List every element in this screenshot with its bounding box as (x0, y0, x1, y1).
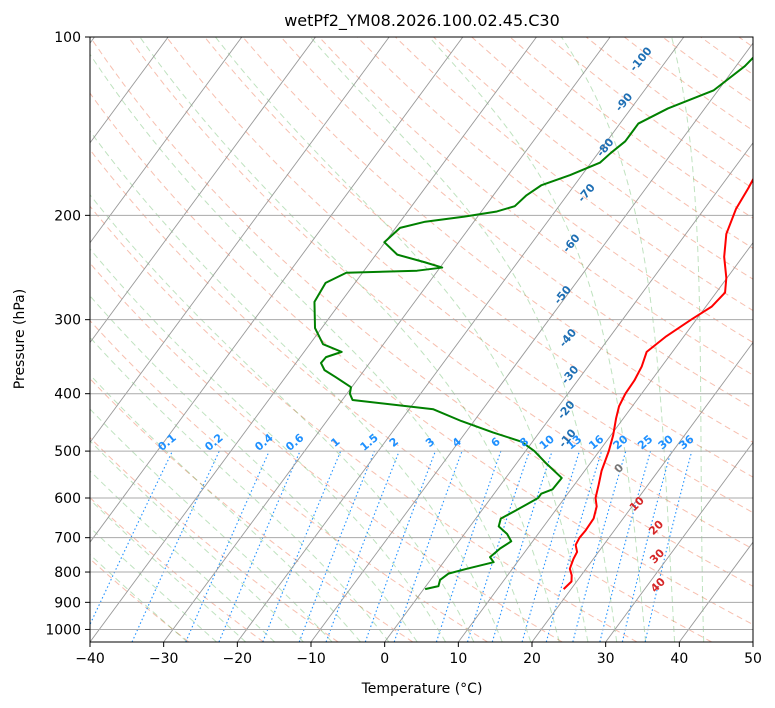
isotherm (384, 142, 753, 642)
y-tick-label: 600 (54, 491, 81, 507)
gridlines (90, 37, 753, 642)
mixing-ratio-line (491, 450, 553, 642)
mixing-ratio-line (325, 450, 400, 642)
mixing-ratio-line (185, 450, 270, 642)
dry-adiabat (356, 37, 753, 344)
moist-adiabat (561, 37, 676, 642)
isotherm (90, 37, 464, 543)
dewpoint-line (313, 56, 753, 591)
mixing-ratio-line (545, 450, 603, 642)
y-tick-label: 200 (54, 208, 81, 224)
mixing-ratio-line (218, 450, 301, 642)
isotherm (457, 241, 753, 642)
moist-adiabat (90, 130, 503, 642)
isotherm (605, 441, 753, 642)
y-tick-label: 500 (54, 444, 81, 460)
dry-adiabat (166, 37, 753, 514)
isotherm (310, 42, 753, 642)
mixing-ratio-line (435, 450, 502, 642)
mixing-ratio-line (298, 450, 375, 642)
dry-adiabat (280, 37, 753, 409)
y-tick-label: 700 (54, 531, 81, 547)
plot-frame (89, 36, 754, 643)
isotherm (531, 341, 753, 642)
dry-adiabat (90, 205, 638, 642)
y-tick-label: 1000 (45, 622, 81, 638)
chart-title: wetPf2_YM08.2026.100.02.45.C30 (284, 11, 560, 31)
sounding-series (313, 56, 753, 591)
x-tick-label: 20 (523, 651, 541, 667)
dry-adiabat (90, 378, 414, 642)
mixing-ratio-line (364, 450, 436, 642)
moist-adiabat (671, 37, 705, 642)
isotherm (90, 37, 537, 642)
dry-adiabat (90, 92, 753, 626)
x-tick-label: 0 (380, 651, 389, 667)
x-tick-label: 40 (670, 651, 688, 667)
moist-adiabat (215, 37, 589, 642)
moist-adiabat (90, 408, 333, 642)
mixing-ratio-line (521, 450, 580, 642)
mixing-ratio-line (466, 450, 530, 642)
x-tick-label: −30 (149, 651, 179, 667)
moist-adiabat (309, 37, 618, 642)
isotherm (163, 37, 611, 642)
x-tick-label: 30 (597, 651, 615, 667)
mixing-ratio-line (599, 450, 652, 642)
y-tick-label: 100 (54, 30, 81, 46)
mixing-ratio-line (572, 450, 627, 642)
moist-adiabat (90, 498, 247, 642)
mixing-ratio-line (621, 450, 672, 642)
y-tick-label: 900 (54, 595, 81, 611)
x-tick-label: −40 (75, 651, 105, 667)
isotherm (90, 37, 169, 144)
moist-adiabat (90, 470, 275, 642)
x-tick-label: 10 (449, 651, 467, 667)
moist-adiabat (90, 440, 304, 642)
moist-adiabat (90, 295, 418, 642)
isotherm (236, 37, 685, 642)
moist-adiabat (428, 37, 647, 642)
moist-adiabat (90, 553, 188, 642)
dry-adiabat (90, 262, 563, 642)
x-tick-label: 50 (744, 651, 762, 667)
isotherm (90, 37, 316, 344)
isotherm (90, 37, 390, 444)
dry-adiabat (318, 37, 753, 376)
x-tick-label: −20 (223, 651, 253, 667)
y-tick-label: 800 (54, 565, 81, 581)
dry-adiabat (90, 148, 712, 642)
moist-adiabat (90, 526, 217, 642)
moist-adiabat (90, 336, 390, 642)
y-tick-label: 400 (54, 387, 81, 403)
y-tick-label: 300 (54, 313, 81, 329)
isotherm (90, 37, 243, 244)
x-tick-label: −10 (296, 651, 326, 667)
y-axis-title: Pressure (hPa) (12, 289, 28, 389)
temperature-line (562, 177, 753, 590)
x-axis-title: Temperature (°C) (361, 681, 483, 697)
mixing-ratio-line (262, 450, 342, 642)
dry-adiabat (90, 37, 753, 587)
axes: −40 −30 −20 −10 0 10 20 30 40 50 100 200 300 400 500 60… (45, 30, 762, 667)
